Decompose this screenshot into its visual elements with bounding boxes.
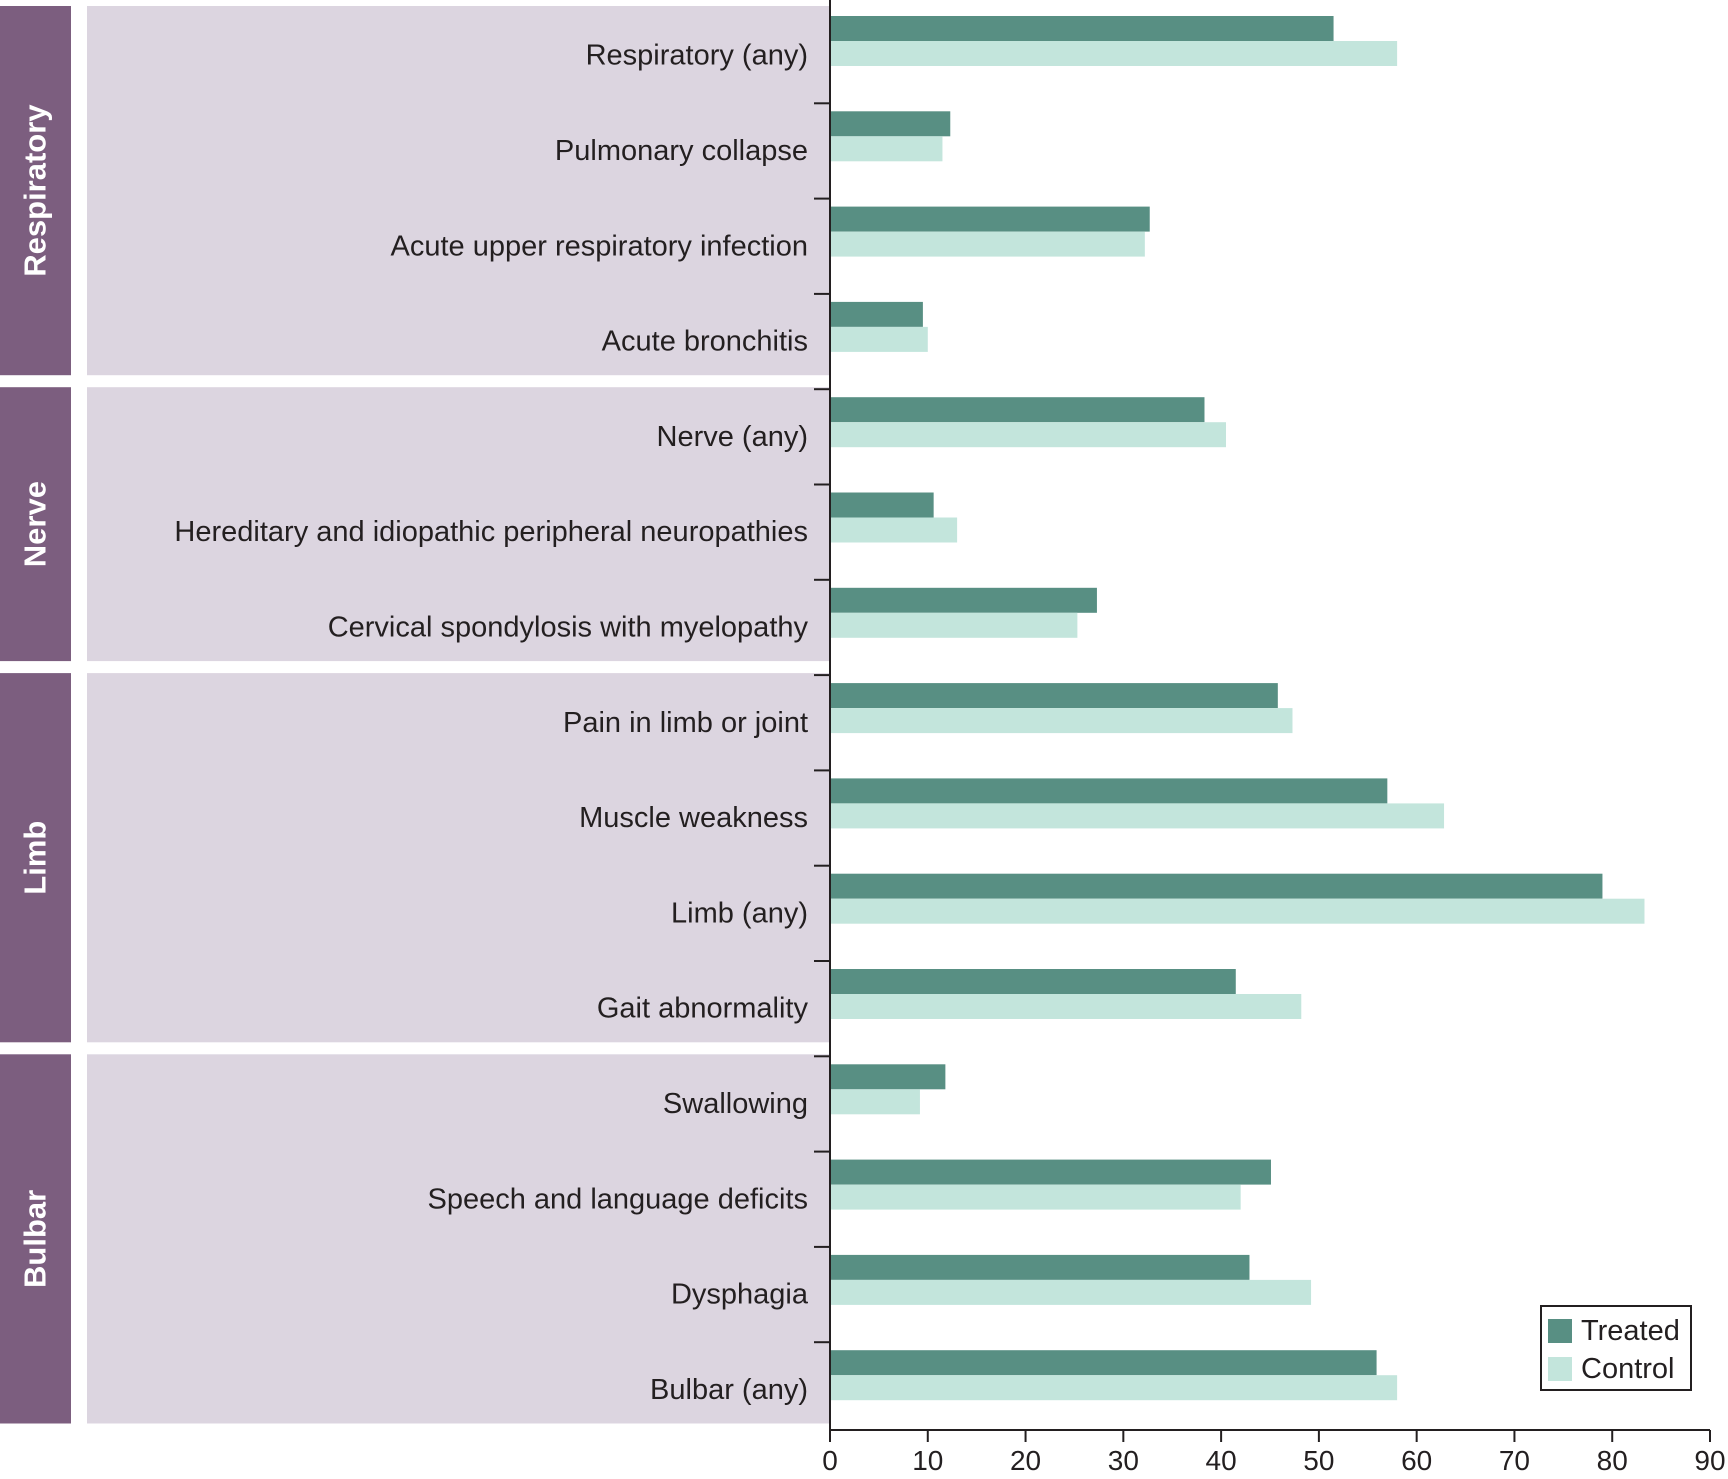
- x-tick-label: 50: [1303, 1445, 1334, 1476]
- bar-control: [830, 612, 1078, 638]
- bar-treated: [830, 587, 1097, 613]
- bar-treated: [830, 397, 1205, 423]
- category-label: Gait abnormality: [597, 993, 809, 1025]
- x-tick-label: 10: [912, 1445, 943, 1476]
- category-label: Hereditary and idiopathic peripheral neu…: [174, 516, 808, 548]
- category-label: Cervical spondylosis with myelopathy: [328, 611, 809, 643]
- category-label: Acute upper respiratory infection: [391, 230, 809, 262]
- x-tick-label: 70: [1499, 1445, 1530, 1476]
- category-label: Swallowing: [663, 1088, 808, 1120]
- bar-control: [830, 1375, 1398, 1401]
- bar-control: [830, 517, 958, 543]
- bar-control: [830, 803, 1445, 829]
- group-panel: [87, 6, 830, 376]
- bar-treated: [830, 111, 951, 137]
- x-tick-label: 90: [1694, 1445, 1725, 1476]
- category-label: Speech and language deficits: [427, 1183, 808, 1215]
- category-label: Limb (any): [671, 897, 808, 929]
- group-panel: [87, 387, 830, 662]
- bar-treated: [830, 301, 923, 327]
- legend-label: Control: [1581, 1353, 1675, 1385]
- bar-control: [830, 231, 1145, 257]
- bar-treated: [830, 1254, 1250, 1280]
- group-tab: [0, 6, 71, 376]
- bar-control: [830, 422, 1226, 448]
- category-labels: Respiratory (any) Pulmonary collapse Acute…: [174, 40, 808, 1406]
- x-tick-label: 40: [1206, 1445, 1237, 1476]
- group-label: Limb: [18, 821, 53, 895]
- group-tab: [0, 387, 71, 662]
- bar-treated: [830, 778, 1388, 804]
- bar-control: [830, 136, 943, 162]
- bar-treated: [830, 969, 1236, 994]
- bar-control: [830, 898, 1645, 924]
- x-tick-label: 0: [822, 1445, 838, 1476]
- category-label: Muscle weakness: [579, 802, 808, 834]
- bar-treated: [830, 492, 934, 518]
- bar-treated: [830, 1159, 1271, 1185]
- group-tab: [0, 1054, 71, 1424]
- category-label: Dysphagia: [671, 1279, 809, 1311]
- bar-treated: [830, 1064, 946, 1090]
- category-label: Respiratory (any): [586, 40, 808, 72]
- category-label: Bulbar (any): [650, 1374, 808, 1406]
- category-label: Pain in limb or joint: [563, 707, 808, 739]
- legend-swatch: [1548, 1357, 1572, 1381]
- bar-control: [830, 708, 1293, 734]
- x-tick-label: 30: [1108, 1445, 1139, 1476]
- legend-swatch: [1548, 1319, 1572, 1343]
- x-tick-label: 60: [1401, 1445, 1432, 1476]
- bar-treated: [830, 16, 1334, 41]
- bar-control: [830, 994, 1302, 1019]
- bar-treated: [830, 873, 1603, 899]
- legend: Treated Control: [1540, 1305, 1692, 1391]
- bar-control: [830, 1279, 1312, 1305]
- group-label: Bulbar: [18, 1190, 53, 1288]
- group-label: Nerve: [18, 481, 53, 567]
- category-label: Acute bronchitis: [602, 326, 808, 358]
- bar-treated: [830, 1350, 1377, 1376]
- bar-treated: [830, 683, 1278, 709]
- x-axis: 0 10 20 30 40 50 60 70 80 90: [814, 0, 1726, 1476]
- group-panel: [87, 1054, 830, 1424]
- x-tick-label: 20: [1010, 1445, 1041, 1476]
- bar-control: [830, 41, 1398, 66]
- group-label: Respiratory: [18, 104, 53, 277]
- group-panel: [87, 673, 830, 1043]
- bar-control: [830, 1089, 920, 1115]
- category-label: Nerve (any): [657, 421, 809, 453]
- group-tab: [0, 673, 71, 1043]
- bar-control: [830, 1184, 1241, 1210]
- legend-label: Treated: [1581, 1315, 1680, 1347]
- bars: [830, 16, 1645, 1401]
- bar-control: [830, 326, 928, 352]
- x-tick-label: 80: [1597, 1445, 1628, 1476]
- bar-treated: [830, 206, 1150, 232]
- group-panels: Respiratory Nerve Limb Bulbar: [0, 6, 830, 1424]
- category-label: Pulmonary collapse: [555, 135, 808, 167]
